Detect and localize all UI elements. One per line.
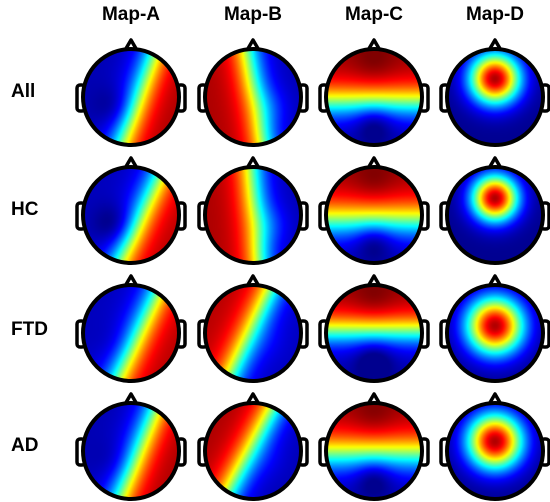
row-label-ftd: FTD	[11, 319, 48, 340]
column-titles: Map-A Map-B Map-C Map-D	[102, 4, 524, 25]
head-outline	[81, 401, 181, 501]
topo-field	[205, 403, 301, 499]
topo-map-hc-map-a	[75, 156, 187, 265]
column-title-map-b: Map-B	[224, 4, 282, 25]
topo-field	[447, 49, 543, 145]
topo-field	[83, 167, 179, 263]
topo-map-ftd-map-d	[439, 274, 550, 383]
topo-field	[326, 167, 422, 263]
topo-maps-grid	[75, 38, 550, 501]
head-outline	[445, 401, 545, 501]
topo-field	[205, 167, 301, 263]
topo-field	[326, 49, 422, 145]
topo-field	[447, 285, 543, 381]
head-outline	[324, 401, 424, 501]
topo-map-hc-map-b	[197, 156, 309, 265]
head-outline	[445, 165, 545, 265]
head-outline	[324, 165, 424, 265]
row-label-ad: AD	[11, 435, 38, 456]
topo-field	[83, 285, 179, 381]
head-outline	[81, 165, 181, 265]
row-labels: All HC FTD AD	[11, 81, 48, 456]
topo-map-ad-map-b	[197, 392, 309, 501]
topo-map-ftd-map-b	[197, 274, 309, 383]
topo-map-ftd-map-a	[75, 274, 187, 383]
topo-field	[205, 49, 301, 145]
column-title-map-a: Map-A	[102, 4, 160, 25]
row-label-hc: HC	[11, 199, 39, 220]
topo-map-ftd-map-c	[318, 274, 430, 383]
head-outline	[203, 401, 303, 501]
topo-map-ad-map-a	[75, 392, 187, 501]
head-outline	[203, 165, 303, 265]
topo-field	[326, 403, 422, 499]
column-title-map-d: Map-D	[466, 4, 524, 25]
topo-field	[205, 285, 301, 381]
topo-field	[83, 49, 179, 145]
topo-map-ad-map-d	[439, 392, 550, 501]
head-outline	[445, 283, 545, 383]
head-outline	[445, 47, 545, 147]
column-title-map-c: Map-C	[345, 4, 403, 25]
head-outline	[81, 47, 181, 147]
head-outline	[324, 283, 424, 383]
topo-map-ad-map-c	[318, 392, 430, 501]
row-label-all: All	[11, 81, 35, 102]
topo-map-all-map-d	[439, 38, 550, 147]
head-outline	[203, 283, 303, 383]
topo-map-all-map-c	[318, 38, 430, 147]
head-outline	[324, 47, 424, 147]
topo-field	[83, 403, 179, 499]
topo-field	[447, 403, 543, 499]
head-outline	[81, 283, 181, 383]
topo-map-hc-map-d	[439, 156, 550, 265]
topo-map-all-map-a	[75, 38, 187, 147]
topo-field	[326, 285, 422, 381]
topo-map-hc-map-c	[318, 156, 430, 265]
topo-field	[447, 167, 543, 263]
head-outline	[203, 47, 303, 147]
topo-map-all-map-b	[197, 38, 309, 147]
